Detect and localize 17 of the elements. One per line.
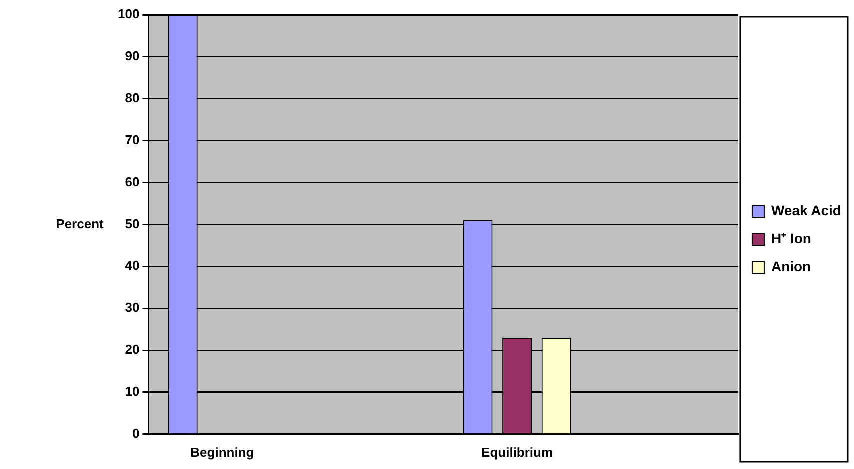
y-tick-label: 10: [125, 384, 140, 400]
y-tick-label: 20: [125, 342, 140, 358]
y-tick-label: 0: [132, 426, 140, 441]
legend-label: H⁺ Ion: [771, 230, 812, 246]
x-tick-label: Beginning: [190, 444, 254, 460]
y-tick-label: 80: [125, 90, 140, 106]
y-tick-label: 40: [125, 258, 140, 274]
y-tick-label: 90: [125, 48, 140, 64]
y-tick-label: 70: [125, 132, 140, 148]
y-axis-title: Percent: [56, 216, 105, 232]
x-tick-label: Equilibrium: [482, 444, 554, 460]
y-tick-label: 100: [118, 6, 140, 22]
y-tick-label: 60: [125, 174, 140, 190]
legend-label: Anion: [771, 258, 812, 274]
y-tick-label: 30: [125, 300, 140, 316]
legend-label: Weak Acid: [771, 202, 842, 218]
y-tick-label: 50: [125, 216, 140, 232]
